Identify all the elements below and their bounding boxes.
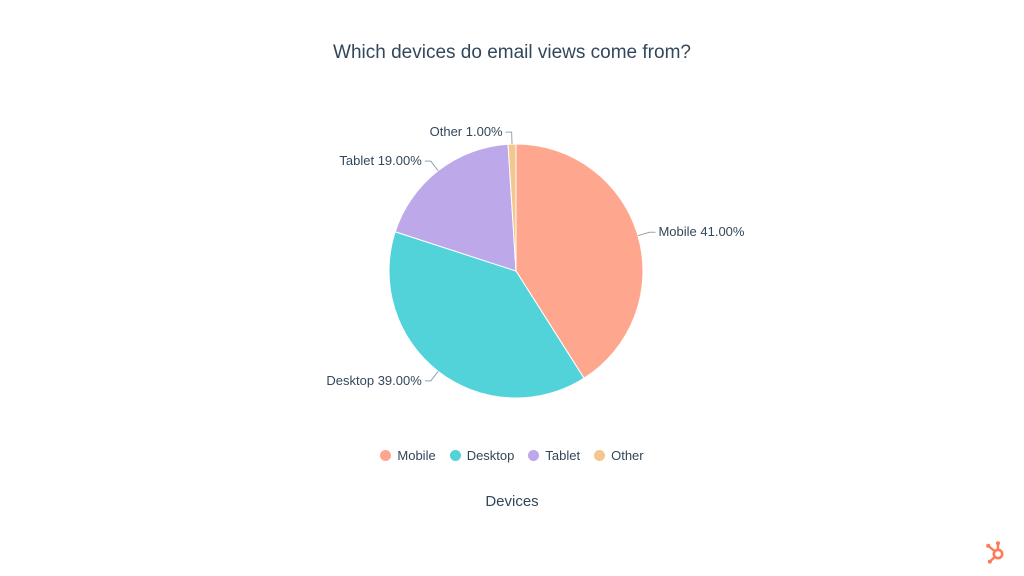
legend-label: Other bbox=[611, 448, 644, 463]
legend-swatch bbox=[380, 450, 392, 461]
legend: Mobile Desktop Tablet Other bbox=[0, 448, 1024, 463]
leader-line-other bbox=[505, 131, 513, 145]
chart-title: Which devices do email views come from? bbox=[333, 42, 691, 63]
legend-item-tablet[interactable]: Tablet bbox=[528, 448, 580, 463]
leader-line-tablet bbox=[424, 160, 439, 171]
legend-label: Tablet bbox=[545, 448, 581, 463]
data-label-other: Other 1.00% bbox=[430, 124, 503, 139]
legend-swatch bbox=[449, 450, 461, 461]
legend-swatch bbox=[594, 450, 606, 461]
legend-item-mobile[interactable]: Mobile bbox=[380, 448, 436, 463]
sprocket-icon bbox=[986, 541, 1004, 564]
legend-label: Mobile bbox=[397, 448, 436, 463]
legend-item-desktop[interactable]: Desktop bbox=[449, 448, 515, 463]
pie-slice-other[interactable] bbox=[507, 143, 517, 272]
legend-swatch bbox=[528, 450, 540, 461]
leader-line-desktop bbox=[424, 371, 439, 382]
x-axis-title: Devices bbox=[485, 493, 539, 510]
legend-label: Desktop bbox=[466, 448, 515, 463]
leader-line-mobile bbox=[637, 231, 656, 237]
data-label-mobile: Mobile 41.00% bbox=[658, 224, 744, 239]
data-label-tablet: Tablet 19.00% bbox=[339, 153, 422, 168]
data-label-desktop: Desktop 39.00% bbox=[326, 373, 422, 388]
pie-slice-tablet[interactable] bbox=[394, 143, 517, 272]
pie-slice-mobile[interactable] bbox=[515, 143, 644, 379]
legend-item-other[interactable]: Other bbox=[594, 448, 644, 463]
